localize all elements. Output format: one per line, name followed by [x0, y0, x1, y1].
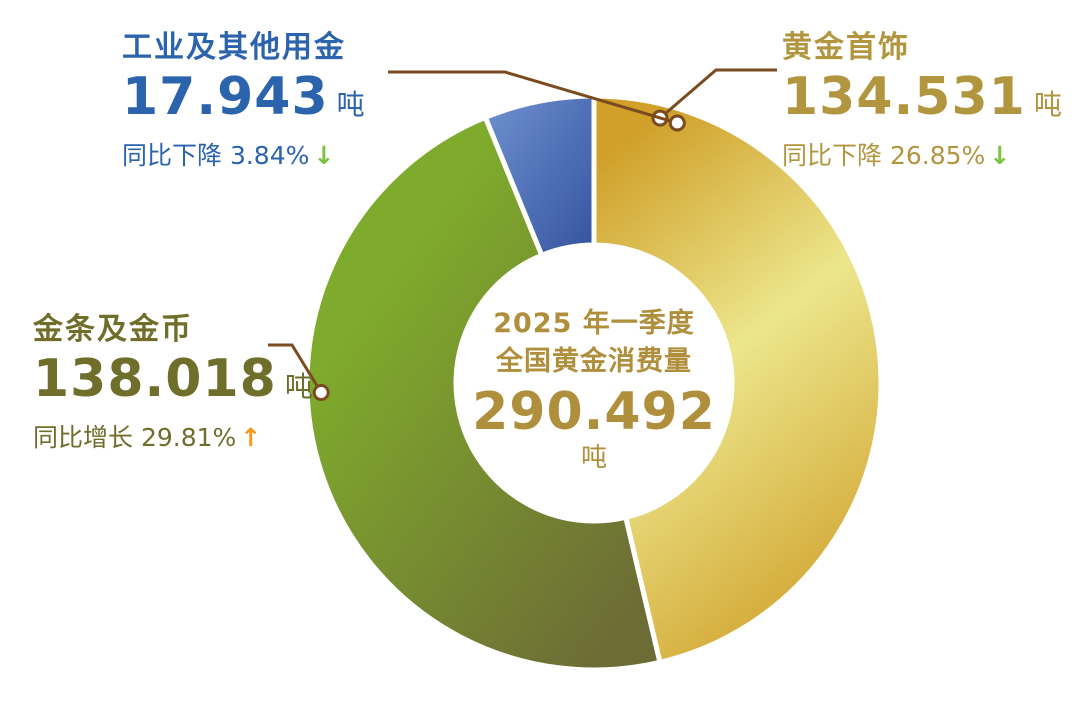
yoy-change: 同比下降 3.84% ↓ — [122, 138, 365, 174]
center-title-line-2: 全国黄金消费量 — [496, 346, 692, 377]
yoy-change: 同比增长 29.81% ↑ — [33, 420, 313, 456]
slice-jewelry — [591, 93, 884, 665]
value-row: 138.018 吨 — [33, 350, 313, 420]
category-name: 黄金首饰 — [782, 30, 910, 65]
category-name: 金条及金币 — [33, 312, 193, 347]
arrow-up-icon: ↑ — [240, 423, 262, 452]
category-value: 134.531 — [782, 67, 1026, 127]
category-name: 工业及其他用金 — [122, 30, 346, 65]
leader-dot — [668, 114, 686, 132]
leader-line — [659, 68, 777, 120]
leader-dot — [312, 384, 330, 402]
label-gold-jewelry: 黄金首饰 134.531 吨 同比下降 26.85% ↓ — [782, 28, 1062, 174]
slice-bars-coins — [304, 114, 663, 673]
label-industrial-gold: 工业及其他用金 17.943 吨 同比下降 3.84% ↓ — [122, 28, 365, 174]
leader-line — [388, 70, 678, 125]
category-value: 17.943 — [122, 67, 329, 127]
arrow-down-icon: ↓ — [989, 141, 1011, 170]
yoy-change-text: 同比下降 26.85% — [782, 141, 986, 170]
center-title-line-1: 2025 年一季度 — [493, 308, 695, 339]
center-summary: 2025 年一季度 全国黄金消费量 290.492 吨 — [454, 305, 734, 473]
yoy-change: 同比下降 26.85% ↓ — [782, 138, 1062, 174]
total-unit: 吨 — [580, 443, 607, 473]
slice-industrial — [482, 93, 597, 258]
total-consumption-value: 290.492 — [472, 382, 716, 442]
value-row: 134.531 吨 — [782, 68, 1062, 138]
category-unit: 吨 — [1033, 88, 1062, 121]
category-unit: 吨 — [284, 370, 313, 403]
category-value: 138.018 — [33, 349, 277, 409]
yoy-change-text: 同比增长 29.81% — [33, 423, 237, 452]
yoy-change-text: 同比下降 3.84% — [122, 141, 310, 170]
label-gold-bars-coins: 金条及金币 138.018 吨 同比增长 29.81% ↑ — [33, 310, 313, 456]
leader-line — [268, 343, 323, 394]
category-unit: 吨 — [336, 88, 365, 121]
arrow-down-icon: ↓ — [313, 141, 335, 170]
value-row: 17.943 吨 — [122, 68, 365, 138]
